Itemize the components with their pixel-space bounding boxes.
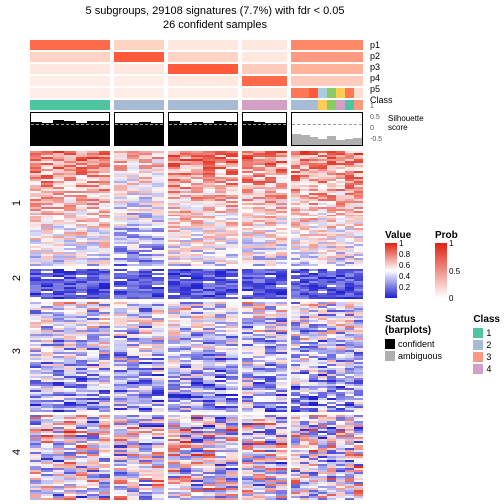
title-line-2: 26 confident samples: [30, 18, 400, 32]
prob-colorbar: [435, 243, 447, 298]
value-colorbar: [385, 243, 397, 298]
title-line-1: 5 subgroups, 29108 signatures (7.7%) wit…: [30, 4, 400, 18]
legend-status: Status (barplots) confidentambiguous: [385, 314, 463, 375]
legend-area: Value 10.80.60.40.2 Prob 10.50 Status (b…: [385, 230, 500, 385]
plot-area: [30, 40, 365, 500]
cluster-label-2: 2: [11, 275, 23, 281]
chart-title: 5 subgroups, 29108 signatures (7.7%) wit…: [30, 4, 400, 32]
annotation-rows: [30, 40, 365, 99]
cluster-label-3: 3: [11, 348, 23, 354]
heatmap: [30, 151, 365, 500]
legend-value: Value 10.80.60.40.2: [385, 230, 417, 298]
cluster-label-1: 1: [11, 199, 23, 205]
cluster-label-4: 4: [11, 448, 23, 454]
class-row: [30, 100, 365, 111]
legend-prob: Prob 10.50: [435, 230, 467, 298]
silhouette-row: [30, 112, 365, 148]
legend-class: Class 1234: [473, 314, 500, 375]
